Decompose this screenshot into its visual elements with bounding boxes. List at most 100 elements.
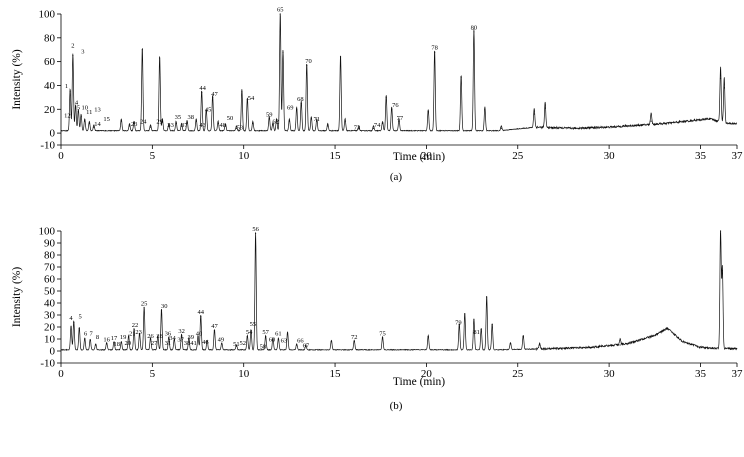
peak-label: 20 [124,340,131,347]
peak-label: 28 [156,333,163,340]
peak-point [339,56,342,58]
peak-point [80,115,82,118]
peak-label: 50 [227,115,234,122]
peak-point [95,344,97,346]
peak-point [277,338,280,340]
peak-point [473,319,475,321]
peak-point [128,336,130,338]
peak-label: 62 [272,119,279,126]
peak-point [221,343,223,345]
x-tick-label: 30 [604,150,616,162]
peak-point [173,339,175,341]
peak-label: 55 [250,321,257,328]
peak-label: 74 [374,122,381,129]
peak-label: 13 [94,107,101,114]
peak-label: 40 [196,330,203,337]
peak-label: 49 [218,336,225,343]
peak-label: 2 [71,42,74,49]
x-axis-label: Time (min) [393,376,445,388]
peak-point [460,76,462,78]
peak-label: 56 [252,226,259,233]
peak-point [157,336,159,338]
peak-label: 16 [103,336,110,343]
peak-label: 47 [211,323,218,330]
peak-point [272,124,274,126]
peak-label: 31 [165,340,172,347]
peak-point [381,122,384,125]
x-tick-label: 25 [512,368,524,380]
peak-point [619,344,621,346]
peak-label: 68 [297,96,304,103]
chromatogram-trace [60,230,738,352]
peak-point [279,13,281,15]
peak-point [288,120,290,122]
peak-label: 46 [202,339,209,346]
peak-point [133,122,135,125]
peak-label: 33 [167,122,174,129]
peak-label: 77 [397,115,404,122]
peak-label: 15 [103,116,110,123]
peak-label: 36 [165,330,172,337]
x-tick-label: 20 [421,150,433,162]
peak-point [188,338,190,340]
peak-point [344,120,346,122]
x-tick-label: 0 [58,368,64,380]
peak-point [719,77,722,79]
peak-point [197,336,199,338]
peak-label: 12 [64,113,71,120]
peak-point [241,90,243,93]
peak-label: 81 [473,329,480,336]
peak-point [533,113,535,115]
peak-label: 4 [75,100,79,107]
peak-point [272,338,274,340]
peak-label: 53 [237,125,244,132]
peak-point [84,338,86,340]
peak-point [491,324,493,326]
peak-point [391,108,393,110]
y-tick-label: 30 [44,310,56,322]
y-tick-label: 80 [44,32,56,44]
peak-label: 66 [297,338,304,345]
peak-label: 29 [156,119,163,126]
peak-point [206,340,208,342]
peak-point [160,309,163,311]
peak-label: 35 [175,114,182,121]
peak-label: 11 [86,109,92,116]
peak-point [265,336,267,338]
peak-label: 71 [314,116,321,123]
peak-point [650,120,652,122]
peak-label: 7 [90,330,94,337]
peak-label: 67 [303,342,310,349]
peak-label: 47 [211,91,218,98]
peak-point [246,99,248,101]
peak-point [434,51,436,53]
peak-label: 10 [82,104,89,111]
peak-point [212,96,214,98]
peak-point [72,55,74,57]
peak-label: 25 [141,300,148,307]
y-tick-label: 60 [44,56,56,68]
x-tick-label: 5 [150,368,156,380]
y-tick-label: 60 [44,274,56,286]
peak-label: 1 [65,83,68,90]
y-axis-label: Intensity (%) [11,267,23,328]
x-tick-label: 20 [421,368,433,380]
peak-label: 5 [79,314,82,321]
peak-label: 26 [147,333,154,340]
peak-point [128,125,131,127]
peak-label: 54 [246,329,253,336]
peak-point [250,330,252,332]
peak-point [427,111,429,113]
peak-label: 37 [181,122,188,129]
x-tick-label: 30 [604,368,616,380]
x-axis-label: Time (min) [393,151,445,163]
peak-point [217,122,219,125]
peak-point [398,120,400,122]
peak-point [464,313,466,315]
peak-point [149,126,152,128]
y-axis-label: Intensity (%) [11,49,23,110]
peak-label: 41 [190,340,197,347]
